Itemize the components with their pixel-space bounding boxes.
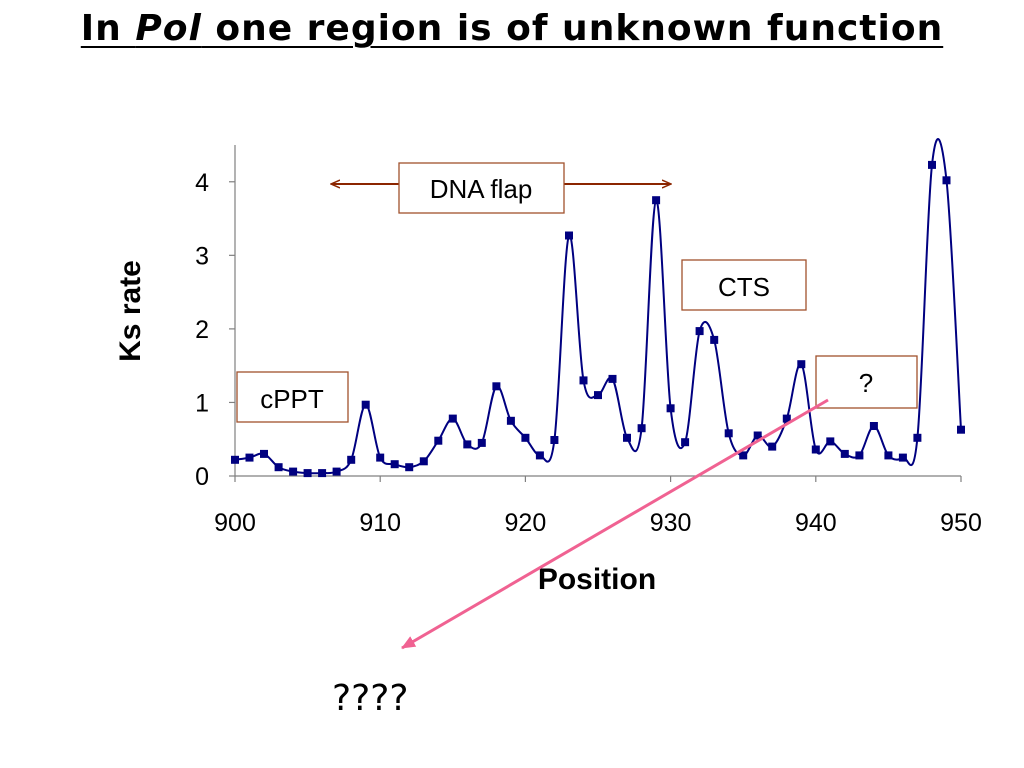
chart-axes xyxy=(234,145,961,477)
data-point-marker xyxy=(855,451,864,460)
unknown-region-callout: ? xyxy=(815,355,918,409)
data-point-marker xyxy=(492,382,501,391)
data-point-marker xyxy=(245,453,254,462)
unknown-function-question: ???? xyxy=(332,678,409,719)
data-point-marker xyxy=(666,404,675,413)
data-point-marker xyxy=(434,436,443,445)
title-suffix: one region is of unknown function xyxy=(201,8,944,49)
data-point-marker xyxy=(768,442,777,451)
cts-callout: CTS xyxy=(681,259,807,311)
pointer-arrow xyxy=(401,398,829,650)
cppt-label: cPPT xyxy=(260,384,324,414)
unknown-region-box xyxy=(815,355,918,409)
y-axis-label: Ks rate xyxy=(114,260,147,362)
data-point-marker xyxy=(753,431,762,440)
cts-box xyxy=(681,259,807,311)
data-point-marker xyxy=(579,376,588,385)
data-point-marker xyxy=(521,433,530,442)
ks-rate-data-points xyxy=(231,160,965,478)
data-point-marker xyxy=(231,455,239,464)
x-tick-label: 940 xyxy=(795,509,837,537)
y-tick-label: 0 xyxy=(195,463,209,491)
data-point-marker xyxy=(797,360,806,369)
data-point-marker xyxy=(361,400,370,409)
dna-flap-box xyxy=(398,162,565,214)
data-point-marker xyxy=(565,231,573,240)
y-tick-label: 2 xyxy=(195,316,209,344)
data-point-marker xyxy=(957,425,965,434)
data-point-marker xyxy=(869,422,878,430)
x-tick-label: 910 xyxy=(359,509,401,537)
data-point-marker xyxy=(332,467,341,476)
data-point-marker xyxy=(826,437,835,446)
x-tick-label: 920 xyxy=(505,509,547,537)
data-point-marker xyxy=(695,327,704,336)
x-tick-label: 900 xyxy=(214,509,256,537)
data-point-marker xyxy=(681,438,690,447)
data-point-marker xyxy=(840,449,849,458)
x-tick-label: 930 xyxy=(650,509,692,537)
title-italic-pol: Pol xyxy=(135,8,202,49)
data-point-marker xyxy=(289,467,298,476)
data-point-marker xyxy=(419,457,428,466)
data-point-marker xyxy=(724,429,733,438)
data-point-marker xyxy=(448,414,457,423)
data-point-marker xyxy=(274,463,283,472)
data-point-marker xyxy=(376,453,385,462)
data-point-marker xyxy=(550,436,559,444)
y-tick-label: 1 xyxy=(195,389,209,417)
data-point-marker xyxy=(594,391,602,400)
data-point-marker xyxy=(913,433,922,442)
data-point-marker xyxy=(463,440,472,449)
data-point-marker xyxy=(608,374,617,383)
x-tick-label: 950 xyxy=(940,509,982,537)
y-tick-label: 4 xyxy=(195,169,209,197)
dna-flap-label: DNA flap xyxy=(430,174,533,204)
slide-title: In Pol one region is of unknown function xyxy=(0,8,1024,49)
data-point-marker xyxy=(535,451,544,460)
title-prefix: In xyxy=(80,8,136,49)
data-point-marker xyxy=(739,451,748,460)
axis-ticks: 0 1 2 3 4 900 910 920 930 940 950 xyxy=(195,169,982,537)
cts-label: CTS xyxy=(718,272,770,302)
data-point-marker xyxy=(782,414,791,423)
data-point-marker xyxy=(405,463,414,472)
data-point-marker xyxy=(710,335,719,344)
data-point-marker xyxy=(898,453,907,462)
data-point-marker xyxy=(260,449,268,458)
ks-rate-series-line xyxy=(234,138,962,475)
data-point-marker xyxy=(652,196,661,205)
data-point-marker xyxy=(623,433,631,442)
data-point-marker xyxy=(506,416,515,425)
data-point-marker xyxy=(637,424,646,433)
slide-title-text: In Pol one region is of unknown function xyxy=(81,8,943,49)
cppt-callout: cPPT xyxy=(236,371,349,423)
x-axis-label: Position xyxy=(538,563,656,596)
data-point-marker xyxy=(347,455,356,464)
data-point-marker xyxy=(390,460,399,469)
y-tick-label: 3 xyxy=(195,242,209,270)
dna-flap-callout: DNA flap xyxy=(398,162,565,214)
data-point-marker xyxy=(884,451,893,460)
data-point-marker xyxy=(303,469,312,478)
cppt-box xyxy=(236,371,349,423)
data-point-marker xyxy=(811,445,820,454)
data-point-marker xyxy=(318,469,327,478)
data-point-marker xyxy=(942,176,951,185)
unknown-region-label: ? xyxy=(859,368,873,398)
data-point-marker xyxy=(928,160,936,169)
data-point-marker xyxy=(477,438,486,447)
